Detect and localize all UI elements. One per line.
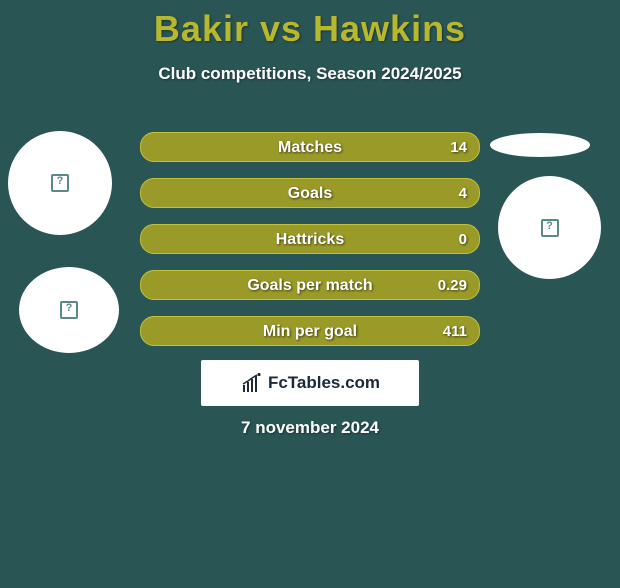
avatar [498,176,601,279]
date-label: 7 november 2024 [0,418,620,438]
avatar [19,267,119,353]
logo-box: FcTables.com [201,360,419,406]
stat-row: Goals per match0.29 [140,270,480,300]
placeholder-icon [541,219,559,237]
stat-value: 14 [450,133,467,163]
logo-text: FcTables.com [268,373,380,393]
stat-label: Goals [141,179,479,209]
avatar [8,131,112,235]
stat-row: Goals4 [140,178,480,208]
placeholder-icon [51,174,69,192]
stat-label: Matches [141,133,479,163]
stat-row: Min per goal411 [140,316,480,346]
avatar [490,133,590,157]
stat-row: Hattricks0 [140,224,480,254]
stat-value: 411 [443,317,467,347]
stat-label: Goals per match [141,271,479,301]
stat-value: 0.29 [438,271,467,301]
fctables-logo-icon [240,373,262,393]
stat-row: Matches14 [140,132,480,162]
stat-value: 0 [459,225,467,255]
placeholder-icon [60,301,78,319]
page-title: Bakir vs Hawkins [0,8,620,50]
stat-label: Hattricks [141,225,479,255]
stats-container: Matches14 Goals4 Hattricks0 Goals per match… [140,132,480,362]
stat-value: 4 [459,179,467,209]
page-subtitle: Club competitions, Season 2024/2025 [0,64,620,84]
stat-label: Min per goal [141,317,479,347]
